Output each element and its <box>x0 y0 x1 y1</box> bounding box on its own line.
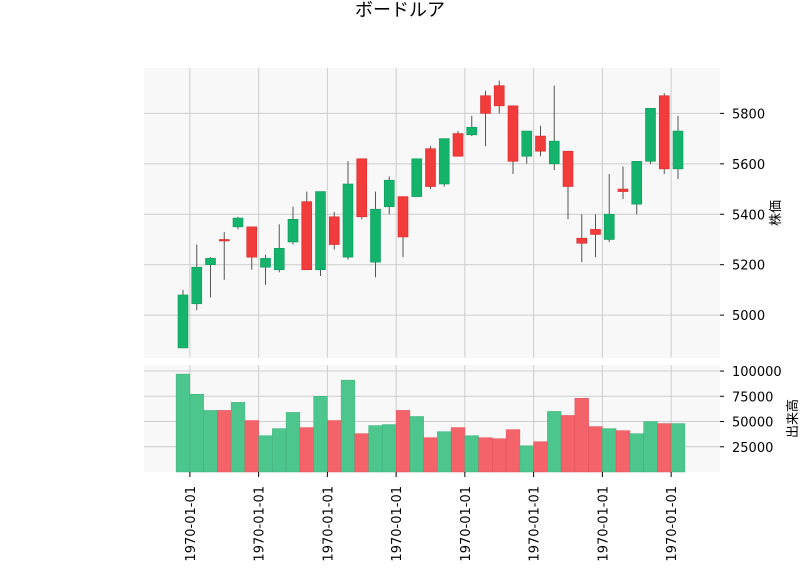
x-tick-label: 1970-01-01 <box>459 486 474 562</box>
x-tick-label: 1970-01-01 <box>184 486 199 562</box>
volume-bar <box>382 424 397 473</box>
price-tick-label: 5200 <box>732 259 765 274</box>
candle-body-up <box>177 294 189 349</box>
candle-body-down <box>356 158 368 218</box>
volume-bar <box>560 415 576 473</box>
price-panel-background <box>144 68 720 358</box>
candle-body-down <box>246 226 258 258</box>
volume-axis-label: 出来高 <box>785 399 800 438</box>
candle-body-up <box>672 130 684 170</box>
candle-body-down <box>535 135 546 152</box>
volume-tick-label: 25000 <box>732 441 773 456</box>
candle-body-down <box>590 229 601 235</box>
volume-bar <box>629 433 644 473</box>
candle-body-up <box>260 258 271 268</box>
volume-bar <box>217 410 232 473</box>
price-tick-label: 5800 <box>732 107 765 122</box>
candle-body-up <box>191 266 203 305</box>
candle-body-up <box>631 161 643 205</box>
candle-body-up <box>273 248 285 271</box>
candle-body-down <box>480 95 491 114</box>
volume-bar <box>285 412 301 473</box>
volume-bar <box>464 435 479 473</box>
volume-tick-label: 50000 <box>732 416 773 431</box>
candle-body-down <box>328 216 340 245</box>
volume-bar <box>519 445 534 473</box>
volume-bar <box>492 438 507 473</box>
candle-body-up <box>315 191 326 271</box>
volume-bar <box>574 398 589 473</box>
candle-body-up <box>232 217 244 228</box>
candle-body-down <box>425 148 436 187</box>
volume-bar <box>505 429 521 473</box>
candle-body-up <box>603 213 615 240</box>
candle-body-up <box>521 130 533 157</box>
candle-body-up <box>645 108 656 162</box>
volume-bar <box>327 420 342 473</box>
volume-bar <box>258 435 273 473</box>
volume-bar <box>203 410 218 473</box>
volume-bar <box>230 402 246 473</box>
candle-body-down <box>452 133 464 157</box>
x-tick-label: 1970-01-01 <box>390 486 405 562</box>
volume-bar <box>409 416 424 473</box>
volume-bar <box>533 441 548 473</box>
candle-body-down <box>658 95 670 170</box>
price-tick-label: 5000 <box>732 309 765 324</box>
volume-bar <box>175 373 191 473</box>
volume-bar <box>670 423 686 473</box>
volume-bar <box>602 428 617 473</box>
volume-bar <box>368 425 383 473</box>
volume-bar <box>450 427 466 473</box>
volume-bar <box>272 428 287 473</box>
chart-title: ボードルア <box>355 0 445 21</box>
volume-bar <box>657 423 672 473</box>
volume-tick-label: 75000 <box>732 390 773 405</box>
x-tick-label: 1970-01-01 <box>596 486 611 562</box>
x-tick-label: 1970-01-01 <box>528 486 543 562</box>
candle-body-up <box>466 126 478 136</box>
volume-bar <box>354 433 369 473</box>
price-tick-label: 5400 <box>732 208 765 223</box>
volume-bar <box>299 427 314 473</box>
candle-body-down <box>218 239 230 242</box>
candle-body-down <box>576 237 588 244</box>
candle-body-down <box>301 201 313 271</box>
volume-bar <box>615 430 631 473</box>
candle-body-down <box>562 150 574 187</box>
volume-bar <box>478 437 493 473</box>
volume-bar <box>244 420 259 473</box>
candle-body-up <box>342 183 354 258</box>
price-tick-label: 5600 <box>732 158 765 173</box>
volume-bar <box>643 421 658 473</box>
candle-body-down <box>507 105 519 162</box>
x-tick-label: 1970-01-01 <box>321 486 336 562</box>
volume-bar <box>189 394 204 473</box>
candle-body-up <box>287 219 299 243</box>
volume-bar <box>423 437 438 473</box>
candle-body-up <box>438 138 450 185</box>
price-axis-label: 株価 <box>769 200 784 226</box>
volume-bar <box>340 379 356 473</box>
volume-tick-label: 100000 <box>732 365 782 380</box>
x-tick-label: 1970-01-01 <box>253 486 268 562</box>
volume-bar <box>313 396 328 473</box>
candle-body-up <box>411 158 423 197</box>
volume-bar <box>547 411 562 473</box>
volume-bar <box>395 410 411 473</box>
candle-body-up <box>370 208 381 263</box>
volume-bar <box>437 431 452 473</box>
candle-body-down <box>617 188 629 192</box>
volume-bar <box>588 426 603 473</box>
x-tick-label: 1970-01-01 <box>665 486 680 562</box>
candle-body-up <box>548 140 560 165</box>
candle-body-up <box>383 179 395 207</box>
candle-body-down <box>397 196 409 238</box>
candle-body-down <box>493 85 505 107</box>
candle-body-up <box>205 258 216 265</box>
